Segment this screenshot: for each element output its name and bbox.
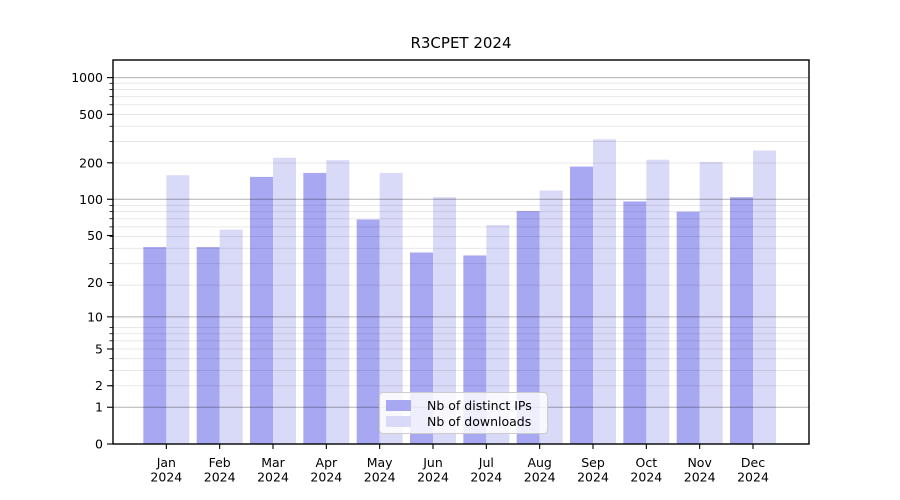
bar-downloads [753, 150, 776, 445]
chart-title: R3CPET 2024 [410, 34, 512, 52]
legend-item-distinct-ips: Nb of distinct IPs [386, 398, 538, 413]
bar-downloads [379, 172, 403, 445]
bar-downloads [166, 175, 190, 445]
bar-downloads [539, 190, 563, 444]
plot-frame [112, 59, 810, 445]
x-tick-label: Jul 2024 [470, 455, 502, 485]
legend-item-downloads: Nb of downloads [386, 414, 538, 429]
y-tick-label: 5 [95, 341, 103, 356]
legend-label-distinct-ips: Nb of distinct IPs [427, 398, 532, 413]
bar-downloads [433, 197, 456, 444]
x-tick-label: Sep 2024 [577, 455, 609, 485]
bar-downloads [646, 159, 670, 445]
y-tick-label: 1000 [71, 70, 103, 85]
bar-distinct-ips [730, 197, 753, 444]
x-tick-label: Mar 2024 [257, 455, 289, 485]
y-tick-label: 100 [79, 192, 103, 207]
bar-distinct-ips [676, 211, 700, 444]
x-tick-label: Dec 2024 [737, 455, 769, 485]
y-tick-label: 1 [95, 400, 103, 415]
bar-downloads [273, 157, 296, 445]
bar-distinct-ips [516, 210, 540, 444]
x-tick-label: Oct 2024 [630, 455, 662, 485]
x-tick-label: Aug 2024 [524, 455, 556, 485]
bar-distinct-ips [303, 172, 327, 445]
legend-label-downloads: Nb of downloads [427, 414, 532, 429]
x-tick-label: Apr 2024 [310, 455, 342, 485]
bar-distinct-ips [250, 176, 273, 444]
legend-swatch-distinct-ips [386, 400, 411, 411]
x-tick-label: May 2024 [364, 455, 396, 485]
bar-distinct-ips [356, 219, 380, 444]
y-tick-label: 50 [87, 228, 103, 243]
bar-downloads [219, 229, 243, 444]
x-tick-label: Feb 2024 [204, 455, 236, 485]
y-tick-label: 20 [87, 275, 103, 290]
bar-distinct-ips [143, 247, 167, 444]
x-tick-label: Nov 2024 [684, 455, 716, 485]
y-tick-label: 200 [79, 155, 103, 170]
bar-downloads [486, 225, 510, 444]
y-tick-label: 10 [87, 309, 103, 324]
bar-downloads [593, 139, 616, 444]
y-tick-label: 2 [95, 378, 103, 393]
bar-distinct-ips [623, 201, 647, 444]
bar-distinct-ips [570, 166, 593, 444]
bar-distinct-ips [196, 247, 220, 444]
bar-downloads [699, 161, 723, 444]
legend-swatch-downloads [386, 416, 411, 427]
y-tick-label: 500 [79, 107, 103, 122]
x-tick-label: Jun 2024 [417, 455, 449, 485]
y-tick-label: 0 [95, 437, 103, 452]
bar-downloads [326, 160, 350, 444]
legend: Nb of distinct IPs Nb of downloads [379, 392, 548, 434]
x-tick-label: Jan 2024 [150, 455, 182, 485]
